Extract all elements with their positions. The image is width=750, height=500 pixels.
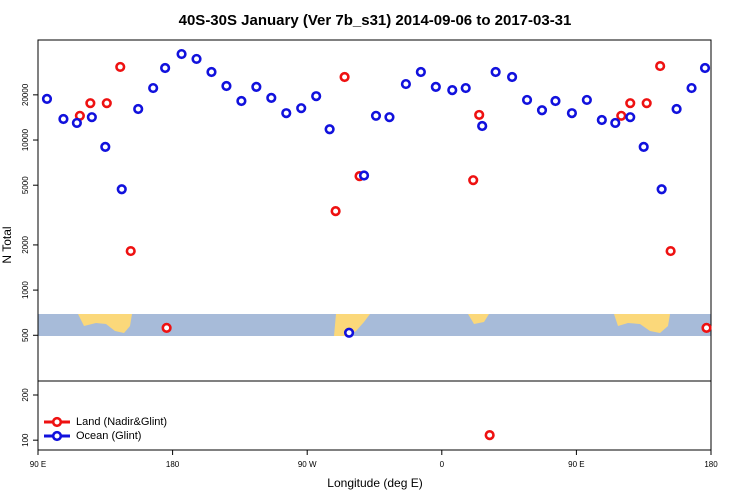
point [71,117,82,129]
point [701,322,712,333]
point [339,71,350,83]
point [610,117,621,129]
y-tick-label: 200 [21,388,30,402]
x-tick-label: 90 W [298,460,317,469]
point [125,245,136,257]
point [468,175,479,186]
point [58,113,69,125]
x-tick-label: 90 E [568,460,584,469]
y-tick-label: 20000 [21,83,30,106]
point [133,103,144,115]
point [506,71,518,83]
point [616,110,627,121]
point [490,66,501,78]
point [206,66,217,78]
point [41,93,53,104]
y-tick-label: 5000 [21,176,30,194]
x-tick-label: 90 E [30,460,46,469]
point [161,322,172,333]
legend-marker [51,416,63,428]
point [699,62,711,74]
x-tick-label: 180 [704,460,718,469]
y-tick-label: 2000 [21,235,30,253]
point [236,95,247,107]
x-tick-label: 180 [166,460,180,469]
x-axis-label: Longitude (deg E) [327,476,422,490]
point [447,85,458,96]
point [176,48,187,60]
point [550,95,561,107]
point [101,98,112,109]
legend-label: Ocean (Glint) [76,430,141,442]
point [521,94,533,106]
point [116,184,127,195]
point [625,112,636,123]
point [115,61,126,73]
point [477,120,488,132]
point [430,81,441,92]
point [581,94,592,106]
point [324,124,335,135]
point [370,110,382,121]
point [671,103,682,115]
point [625,98,636,109]
point [296,103,307,114]
point [686,82,697,94]
point [330,206,341,217]
point [221,80,232,92]
point [160,62,171,74]
y-tick-label: 500 [21,328,30,342]
chart-title: 40S-30S January (Ver 7b_s31) 2014-09-06 … [179,12,572,29]
point [665,245,676,257]
y-tick-label: 100 [21,433,30,447]
point [656,184,667,195]
point [148,82,159,94]
x-tick-label: 0 [440,460,445,469]
legend-marker [51,430,63,442]
point [641,98,652,109]
point [343,327,355,338]
point [266,92,277,103]
point [384,112,395,123]
legend-label: Land (Nadir&Glint) [76,416,167,428]
point [566,108,578,119]
point [100,141,111,152]
point [596,114,607,126]
point [536,105,548,116]
point [281,108,292,119]
point [311,91,322,102]
point [85,98,96,109]
point [460,82,471,94]
point [474,109,485,121]
point [638,141,649,152]
point [86,112,97,123]
plot-frame [37,39,712,451]
point [251,81,262,92]
point [655,60,666,72]
point [191,53,202,65]
y-tick-label: 1000 [21,281,30,299]
point [415,66,426,78]
y-tick-label: 10000 [21,128,30,151]
y-axis-label: N Total [0,226,14,263]
point [484,430,495,441]
point [358,170,370,181]
point [400,78,412,90]
map-strip [38,314,711,336]
